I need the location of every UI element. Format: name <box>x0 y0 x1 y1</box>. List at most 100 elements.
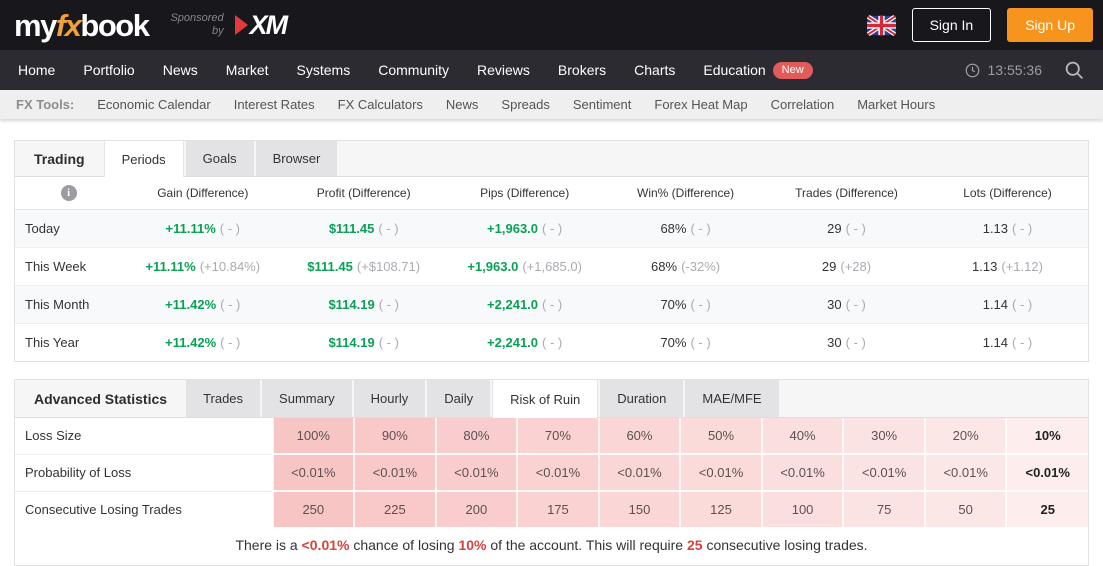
consecutive-cell: 175 <box>516 491 599 527</box>
sign-up-button[interactable]: Sign Up <box>1007 8 1093 42</box>
info-icon[interactable]: i <box>60 185 77 201</box>
fx-link-market-hours[interactable]: Market Hours <box>857 97 936 112</box>
col-trades: Trades (Difference) <box>766 177 927 210</box>
probability-cell: <0.01% <box>353 454 436 492</box>
consecutive-cell: 225 <box>353 491 436 527</box>
server-time: 13:55:36 <box>987 62 1043 78</box>
consecutive-cell: 200 <box>434 491 518 527</box>
nav-home[interactable]: Home <box>18 62 56 78</box>
lots-cell: 1.13 (+1.12) <box>926 247 1088 286</box>
tab-hourly[interactable]: Hourly <box>353 380 426 417</box>
fx-tools-label: FX Tools: <box>16 97 75 112</box>
consecutive-cell: 25 <box>1005 491 1088 527</box>
lots-cell: 1.14( - ) <box>926 323 1088 361</box>
risk-of-ruin-table: Loss Size 100% 90% 80% 70% 60% 50% 40% 3… <box>15 418 1088 527</box>
nav-charts[interactable]: Charts <box>634 62 676 78</box>
tab-trades[interactable]: Trades <box>186 380 261 417</box>
nav-market[interactable]: Market <box>225 62 269 78</box>
risk-row-loss-size: Loss Size 100% 90% 80% 70% 60% 50% 40% 3… <box>15 418 1088 455</box>
nav-brokers[interactable]: Brokers <box>557 62 607 78</box>
risk-row-consecutive: Consecutive Losing Trades 250 225 200 17… <box>15 491 1088 527</box>
fx-link-economic-calendar[interactable]: Economic Calendar <box>97 97 211 112</box>
period-row-this-year: This Year +11.42%( - ) $114.19( - ) +2,2… <box>15 323 1088 361</box>
periods-table: i Gain (Difference) Profit (Difference) … <box>15 177 1088 361</box>
top-header: myfxbook Sponsored by XM Sign In Sign Up <box>0 0 1103 50</box>
logo-part-my: my <box>14 7 57 43</box>
probability-cell: <0.01% <box>434 454 518 492</box>
period-row-this-week: This Week +11.11% (+10.84%) $111.45 (+$108… <box>15 247 1088 286</box>
period-row-today: Today +11.11%( - ) $111.45( - ) +1,963.0… <box>15 209 1088 248</box>
nav-news[interactable]: News <box>162 62 198 78</box>
main-nav: Home Portfolio News Market Systems Commu… <box>0 50 1103 90</box>
clock-icon <box>965 63 980 78</box>
nav-community[interactable]: Community <box>378 62 450 78</box>
lots-cell: 1.14( - ) <box>926 285 1088 324</box>
consecutive-trades-highlight: 25 <box>686 537 703 553</box>
col-gain: Gain (Difference) <box>122 177 284 210</box>
period-label: This Year <box>15 323 123 361</box>
nav-portfolio[interactable]: Portfolio <box>83 62 135 78</box>
win-cell: 68% (-32%) <box>605 247 767 286</box>
xm-arrow-icon <box>233 13 250 37</box>
consecutive-cell: 100 <box>760 491 844 527</box>
fx-link-correlation[interactable]: Correlation <box>770 97 835 112</box>
fx-link-interest-rates[interactable]: Interest Rates <box>233 97 315 112</box>
fx-link-spreads[interactable]: Spreads <box>501 97 550 112</box>
consecutive-cell: 150 <box>597 491 681 527</box>
profit-cell: $114.19( - ) <box>283 323 445 361</box>
period-label: Today <box>25 221 60 236</box>
tab-daily[interactable]: Daily <box>427 380 491 417</box>
probability-cell: <0.01% <box>760 454 844 492</box>
pips-cell: +2,241.0( - ) <box>444 285 606 324</box>
periods-panel: Trading Periods Goals Browser i Gain (Di… <box>14 140 1089 362</box>
risk-row-probability: Probability of Loss <0.01% <0.01% <0.01%… <box>15 454 1088 492</box>
trades-cell: 29( - ) <box>827 221 866 236</box>
loss-size-highlight: 10% <box>458 537 487 553</box>
tab-summary[interactable]: Summary <box>262 380 352 417</box>
nav-reviews[interactable]: Reviews <box>477 62 530 78</box>
loss-size-cell: 100% <box>271 418 355 455</box>
loss-size-cell: 90% <box>353 418 436 455</box>
gain-cell: +11.11%( - ) <box>165 221 240 236</box>
tab-duration[interactable]: Duration <box>600 380 684 417</box>
risk-probability-highlight: <0.01% <box>301 537 350 553</box>
pips-cell: +1,963.0 (+1,685.0) <box>444 247 606 286</box>
trades-cell: 30( - ) <box>766 323 927 361</box>
fx-link-fx-calculators[interactable]: FX Calculators <box>337 97 423 112</box>
probability-cell: <0.01% <box>271 454 355 492</box>
probability-cell: <0.01% <box>679 454 762 492</box>
nav-education[interactable]: Education New <box>689 50 826 90</box>
fx-tools-bar: FX Tools: Economic Calendar Interest Rat… <box>0 90 1103 119</box>
tab-browser[interactable]: Browser <box>255 141 338 176</box>
fx-link-news[interactable]: News <box>445 97 479 112</box>
tab-periods[interactable]: Periods <box>103 141 184 177</box>
probability-cell: <0.01% <box>842 454 925 492</box>
logo-part-fx: fx <box>55 7 82 43</box>
loss-size-cell: 70% <box>516 418 599 455</box>
tab-risk-of-ruin[interactable]: Risk of Ruin <box>492 380 599 418</box>
pips-cell: +1,963.0( - ) <box>487 221 563 236</box>
probability-cell: <0.01% <box>1005 454 1088 492</box>
search-icon[interactable] <box>1064 60 1085 81</box>
sponsored-by-label: Sponsored by <box>170 12 224 37</box>
logo-part-book: book <box>80 7 150 43</box>
pips-cell: +2,241.0( - ) <box>444 323 606 361</box>
risk-summary-text: There is a <0.01% chance of losing 10% o… <box>235 537 868 553</box>
tab-mae-mfe[interactable]: MAE/MFE <box>685 380 779 417</box>
tab-advanced-statistics[interactable]: Advanced Statistics <box>34 390 168 407</box>
myfxbook-logo[interactable]: myfxbook <box>14 7 150 43</box>
periods-header-row: i Gain (Difference) Profit (Difference) … <box>15 177 1088 210</box>
tab-goals[interactable]: Goals <box>185 141 254 176</box>
consecutive-cell: 75 <box>842 491 925 527</box>
stats-tabbar: Advanced Statistics Trades Summary Hourl… <box>15 380 1088 418</box>
consecutive-cell: 250 <box>271 491 355 527</box>
loss-size-cell: 60% <box>597 418 681 455</box>
fx-link-sentiment[interactable]: Sentiment <box>572 97 632 112</box>
xm-sponsor-logo[interactable]: XM <box>233 11 288 39</box>
profit-cell: $111.45( - ) <box>328 221 399 236</box>
tab-trading[interactable]: Trading <box>34 150 85 167</box>
fx-link-forex-heat-map[interactable]: Forex Heat Map <box>654 97 748 112</box>
sign-in-button[interactable]: Sign In <box>911 8 992 42</box>
uk-flag-icon[interactable] <box>866 14 896 36</box>
nav-systems[interactable]: Systems <box>296 62 351 78</box>
